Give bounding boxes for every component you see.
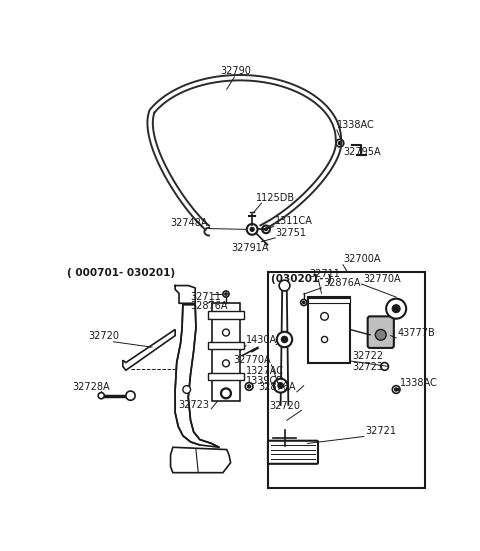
- Text: 32876A: 32876A: [323, 278, 360, 288]
- Text: 32723: 32723: [178, 400, 209, 410]
- Circle shape: [300, 299, 307, 306]
- Text: 1338AC: 1338AC: [337, 120, 374, 129]
- Text: 1311CA: 1311CA: [275, 216, 313, 226]
- Circle shape: [221, 388, 231, 399]
- Text: 32876A: 32876A: [259, 381, 296, 392]
- Circle shape: [381, 363, 388, 370]
- Circle shape: [392, 386, 400, 393]
- Circle shape: [225, 293, 227, 295]
- Circle shape: [322, 337, 328, 343]
- Text: 32700A: 32700A: [343, 255, 381, 264]
- Text: 1338AC: 1338AC: [400, 379, 438, 388]
- Bar: [208, 372, 244, 380]
- Text: 32791A: 32791A: [231, 243, 269, 253]
- Text: 32748A: 32748A: [170, 218, 207, 228]
- Circle shape: [265, 228, 267, 230]
- FancyBboxPatch shape: [268, 441, 318, 464]
- Bar: [308, 298, 350, 303]
- Circle shape: [392, 305, 400, 312]
- Text: 32720: 32720: [88, 332, 119, 342]
- Circle shape: [248, 385, 251, 388]
- Polygon shape: [170, 447, 230, 473]
- Circle shape: [223, 329, 229, 336]
- Circle shape: [386, 299, 406, 318]
- Text: 32790: 32790: [220, 66, 252, 76]
- Circle shape: [223, 360, 229, 367]
- Polygon shape: [123, 329, 175, 370]
- Circle shape: [302, 301, 305, 304]
- Text: 1430AJ: 1430AJ: [246, 336, 280, 345]
- Circle shape: [278, 383, 283, 388]
- Text: 32723: 32723: [352, 362, 383, 372]
- Polygon shape: [175, 305, 219, 447]
- Bar: [208, 342, 244, 349]
- Circle shape: [274, 379, 288, 393]
- Text: 32711: 32711: [191, 292, 221, 302]
- Text: 32722: 32722: [352, 351, 384, 361]
- Circle shape: [223, 391, 229, 398]
- Bar: [308, 297, 350, 363]
- Circle shape: [277, 332, 292, 347]
- Text: 32751: 32751: [275, 228, 306, 237]
- Circle shape: [183, 386, 191, 393]
- Text: 32728A: 32728A: [72, 381, 109, 392]
- Circle shape: [395, 388, 398, 391]
- Circle shape: [98, 393, 104, 399]
- Text: 43777B: 43777B: [398, 328, 435, 338]
- Text: 1339CD: 1339CD: [246, 376, 285, 386]
- Text: ( 000701- 030201): ( 000701- 030201): [67, 268, 176, 278]
- Circle shape: [245, 382, 253, 390]
- Text: 32711: 32711: [309, 269, 340, 279]
- Circle shape: [247, 224, 258, 235]
- FancyBboxPatch shape: [368, 316, 394, 348]
- Circle shape: [279, 280, 290, 291]
- Circle shape: [250, 228, 254, 231]
- Text: 32795A: 32795A: [343, 148, 381, 158]
- Circle shape: [223, 291, 229, 297]
- Circle shape: [262, 225, 270, 233]
- Circle shape: [126, 391, 135, 400]
- Circle shape: [281, 337, 288, 343]
- Text: 1327AC: 1327AC: [246, 366, 284, 376]
- Text: 32720: 32720: [269, 401, 300, 410]
- Circle shape: [223, 390, 229, 397]
- Text: 32876A: 32876A: [191, 301, 228, 311]
- Bar: [267, 273, 425, 488]
- Circle shape: [321, 312, 328, 320]
- Text: 32770A: 32770A: [363, 274, 401, 284]
- Text: 1125DB: 1125DB: [256, 193, 295, 203]
- Text: 32721: 32721: [365, 426, 396, 436]
- Bar: [208, 311, 244, 318]
- Bar: [212, 303, 240, 401]
- Text: (030201- ): (030201- ): [271, 274, 332, 284]
- Circle shape: [336, 139, 344, 147]
- Circle shape: [375, 329, 386, 340]
- Circle shape: [338, 142, 341, 145]
- Text: 32770A: 32770A: [233, 355, 271, 365]
